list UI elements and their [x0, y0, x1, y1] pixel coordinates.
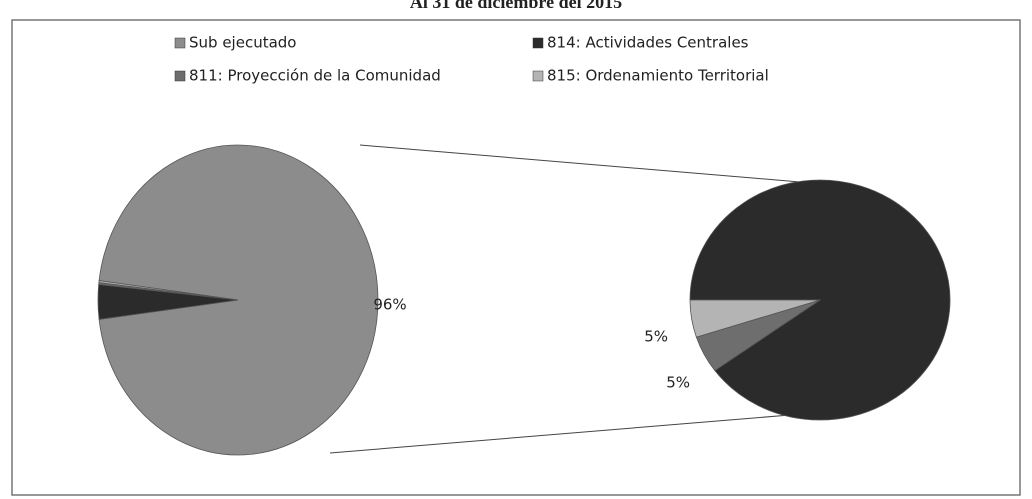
chart-title: Al 31 de diciembre del 2015: [410, 0, 622, 12]
pie-slice: [689, 299, 821, 338]
pie-slice: [98, 280, 239, 301]
chart-frame: [11, 19, 1021, 496]
connector-line: [359, 144, 801, 183]
data-label: 96%: [373, 296, 406, 314]
pie-slice: [98, 144, 379, 456]
legend-label: 814: Actividades Centrales: [547, 34, 749, 52]
connector-line: [329, 414, 791, 454]
legend-label: 811: Proyección de la Comunidad: [189, 67, 441, 85]
legend-label: Sub ejecutado: [189, 34, 296, 52]
legend-label: 815: Ordenamiento Territorial: [547, 67, 769, 85]
legend-marker: [532, 37, 544, 49]
legend-marker: [174, 70, 186, 82]
data-label: 5%: [666, 374, 690, 392]
data-label: 5%: [644, 328, 668, 346]
legend-marker: [174, 37, 186, 49]
legend-marker: [532, 70, 544, 82]
